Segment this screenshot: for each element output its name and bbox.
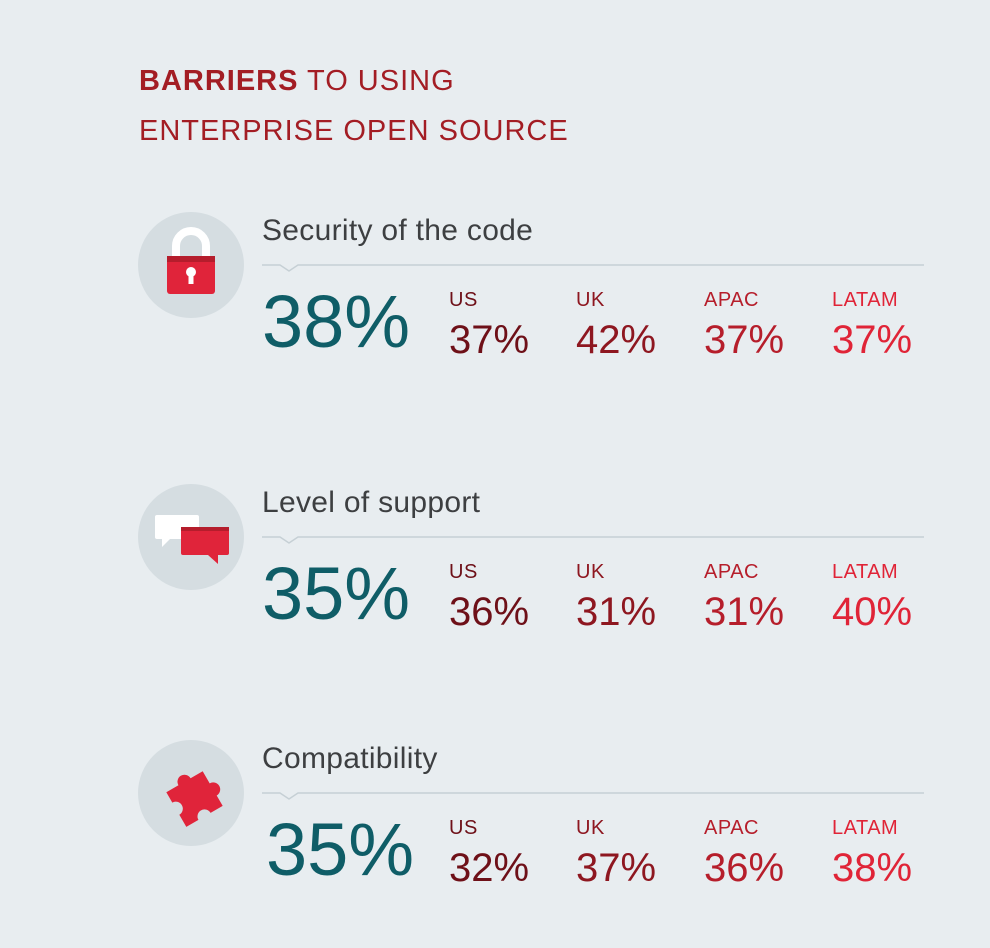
title-rest: TO USING [298, 65, 455, 97]
region-name: US [449, 561, 478, 583]
region-name: US [449, 289, 478, 311]
region-value: 32% [449, 846, 530, 890]
barrier-row-security: Security of the code 38% US 37% UK 42% A… [0, 212, 990, 412]
region-name: APAC [704, 289, 759, 311]
region-us: US 37% [449, 288, 529, 364]
divider-line [262, 792, 924, 800]
region-uk: UK 42% [576, 288, 656, 364]
puzzle-piece-icon [138, 740, 244, 846]
region-latam: LATAM 40% [832, 560, 912, 636]
region-value: 42% [576, 318, 657, 362]
region-value: 37% [576, 846, 657, 890]
region-value: 38% [832, 846, 913, 890]
total-value: 35% [266, 808, 415, 891]
region-value: 37% [449, 318, 530, 362]
region-name: US [449, 817, 478, 839]
region-value: 37% [832, 318, 913, 362]
region-latam: LATAM 37% [832, 288, 912, 364]
barrier-label: Security of the code [262, 214, 534, 247]
region-name: LATAM [832, 289, 899, 311]
title-line2: ENTERPRISE OPEN SOURCE [139, 115, 569, 147]
region-uk: UK 31% [576, 560, 656, 636]
barrier-label: Level of support [262, 486, 481, 519]
region-uk: UK 37% [576, 816, 656, 892]
total-value: 38% [262, 280, 411, 363]
divider-line [262, 264, 924, 272]
divider-line [262, 536, 924, 544]
title-bold: BARRIERS [139, 65, 299, 97]
region-latam: LATAM 38% [832, 816, 912, 892]
padlock-icon [138, 212, 244, 318]
barrier-label: Compatibility [262, 742, 438, 775]
region-name: UK [576, 817, 605, 839]
region-value: 37% [704, 318, 785, 362]
region-value: 31% [576, 590, 657, 634]
region-value: 31% [704, 590, 785, 634]
chart-title: BARRIERS TO USING ENTERPRISE OPEN SOURCE [139, 56, 569, 156]
region-value: 36% [449, 590, 530, 634]
barrier-row-compatibility: Compatibility 35% US 32% UK 37% APAC 36%… [0, 740, 990, 940]
region-name: UK [576, 289, 605, 311]
region-name: APAC [704, 817, 759, 839]
region-name: APAC [704, 561, 759, 583]
barrier-row-support: Level of support 35% US 36% UK 31% APAC … [0, 484, 990, 684]
region-us: US 32% [449, 816, 529, 892]
region-name: LATAM [832, 561, 899, 583]
region-name: LATAM [832, 817, 899, 839]
total-value: 35% [262, 552, 411, 635]
region-us: US 36% [449, 560, 529, 636]
region-apac: APAC 36% [704, 816, 784, 892]
region-value: 40% [832, 590, 913, 634]
speech-bubbles-icon [138, 484, 244, 590]
region-apac: APAC 31% [704, 560, 784, 636]
region-apac: APAC 37% [704, 288, 784, 364]
region-value: 36% [704, 846, 785, 890]
region-name: UK [576, 561, 605, 583]
